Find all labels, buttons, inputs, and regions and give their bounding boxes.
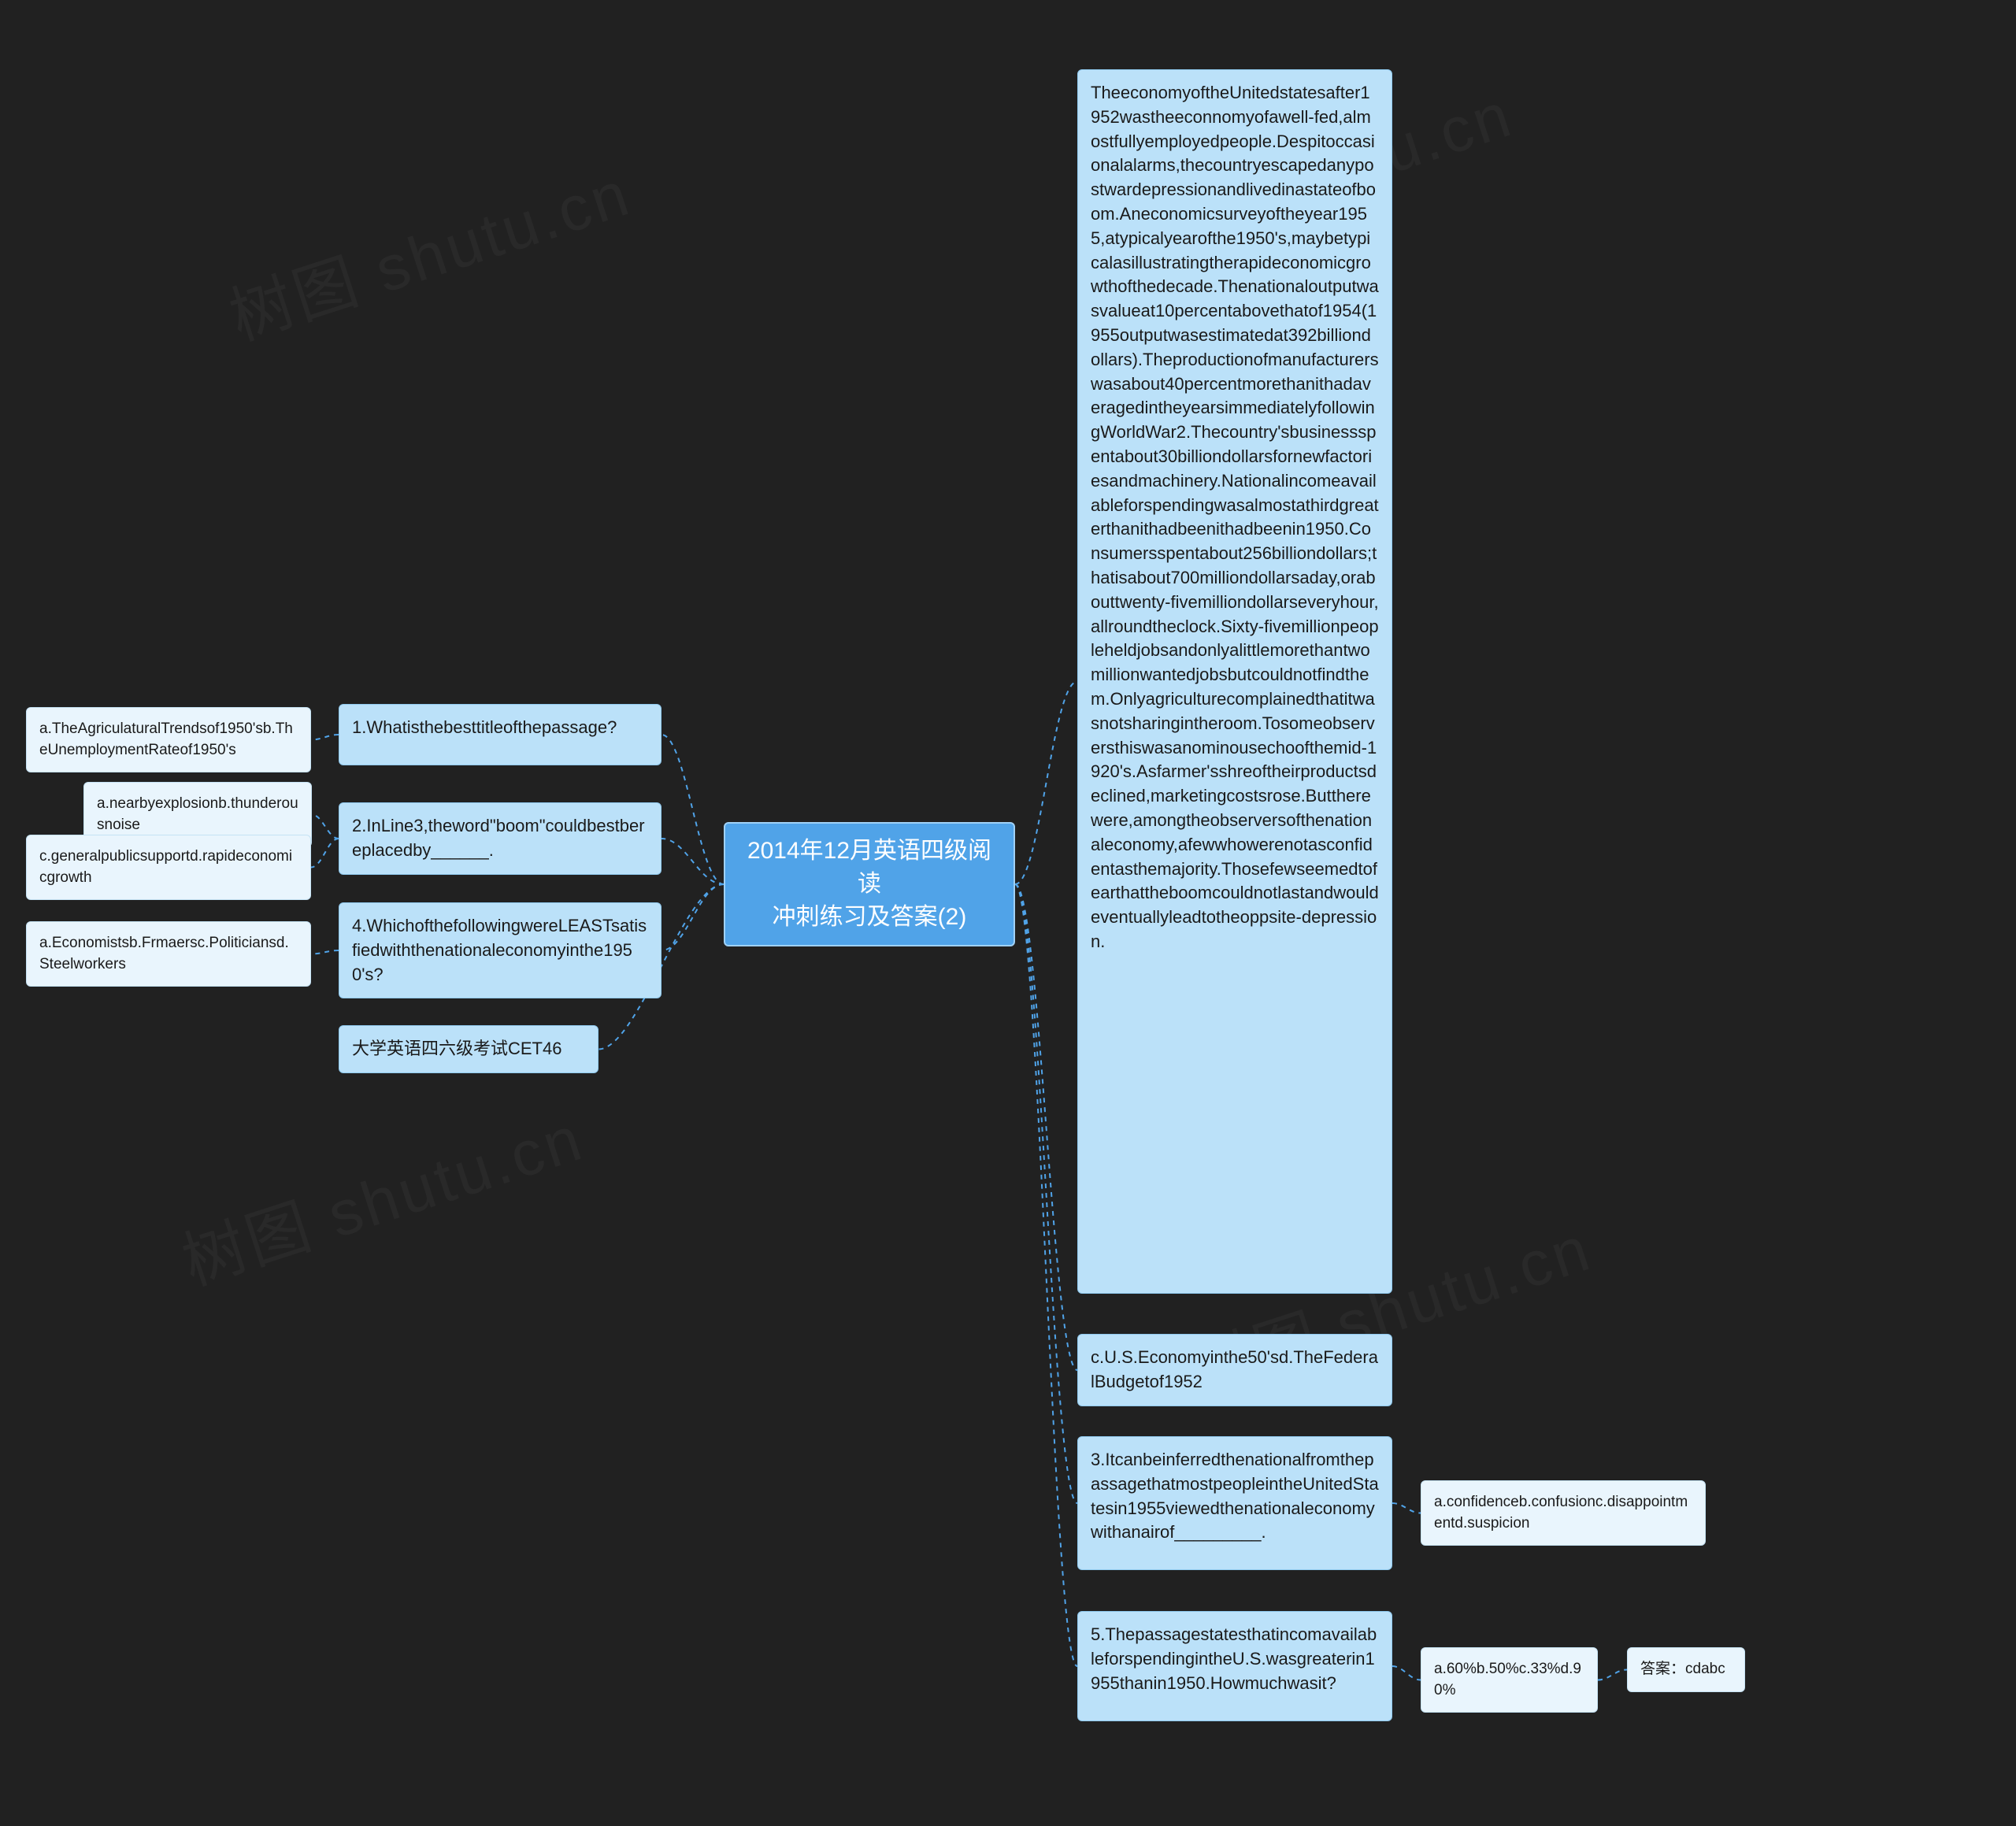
node-q1-a: a.TheAgriculaturalTrendsof1950'sb.TheUne… bbox=[26, 707, 311, 772]
mindmap-canvas: { "colors": { "background": "#212121", "… bbox=[0, 0, 2016, 1826]
node-q4: 4.WhichofthefollowingwereLEASTsatisfiedw… bbox=[339, 902, 662, 998]
node-q2: 2.InLine3,theword"boom"couldbestbereplac… bbox=[339, 802, 662, 875]
root-line2: 冲刺练习及答案(2) bbox=[773, 904, 967, 930]
node-passage: TheeconomyoftheUnitedstatesafter1952wast… bbox=[1077, 69, 1392, 1294]
node-q4-a: a.Economistsb.Frmaersc.Politiciansd.Stee… bbox=[26, 921, 311, 987]
node-cet: 大学英语四六级考试CET46 bbox=[339, 1025, 598, 1073]
root-node: 2014年12月英语四级阅读 冲刺练习及答案(2) bbox=[724, 822, 1015, 946]
node-q2-b: c.generalpublicsupportd.rapideconomicgro… bbox=[26, 835, 311, 900]
root-line1: 2014年12月英语四级阅读 bbox=[747, 838, 991, 897]
node-c-opt: c.U.S.Economyinthe50'sd.TheFederalBudget… bbox=[1077, 1334, 1392, 1406]
node-q5: 5.Thepassagestatesthatincomavailablefors… bbox=[1077, 1611, 1392, 1721]
node-q5-a: a.60%b.50%c.33%d.90% bbox=[1421, 1647, 1598, 1713]
node-q1: 1.Whatisthebesttitleofthepassage? bbox=[339, 704, 662, 765]
node-ans: 答案：cdabc bbox=[1627, 1647, 1745, 1692]
node-q3: 3.Itcanbeinferredthenationalfromthepassa… bbox=[1077, 1436, 1392, 1570]
node-q3-a: a.confidenceb.confusionc.disappointmentd… bbox=[1421, 1480, 1706, 1546]
